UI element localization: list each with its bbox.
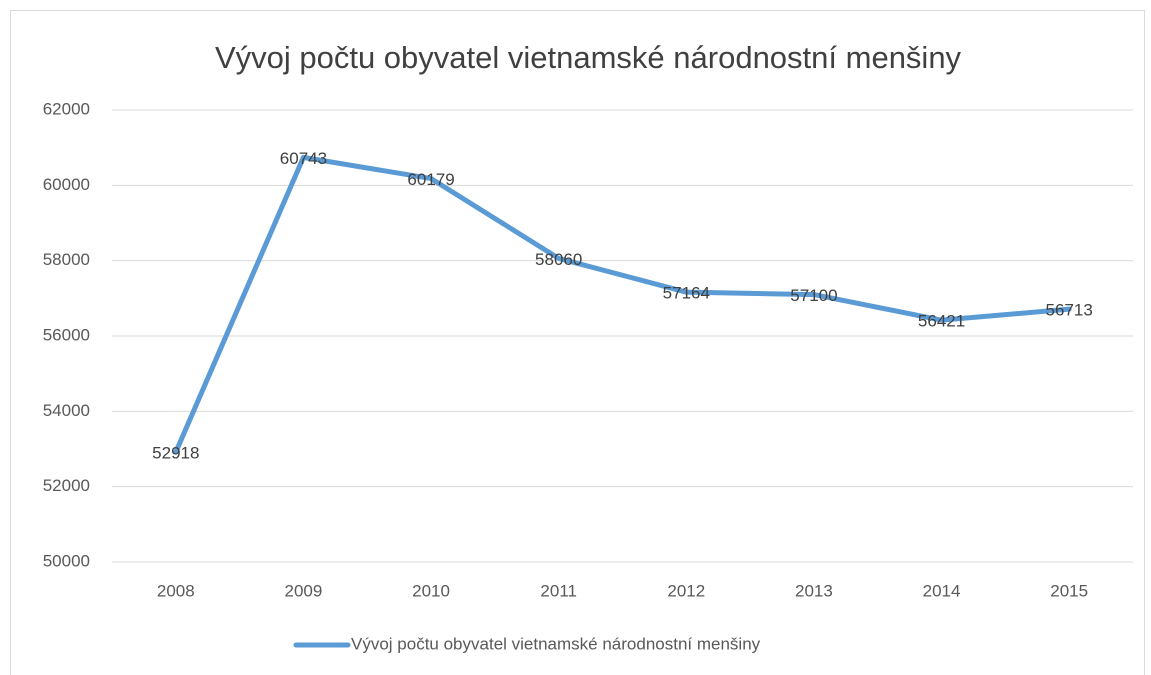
x-tick-label: 2009 <box>285 581 323 600</box>
y-tick-label: 62000 <box>43 99 90 118</box>
x-tick-label: 2015 <box>1050 581 1088 600</box>
y-tick-label: 54000 <box>43 401 90 420</box>
data-label: 52918 <box>152 444 199 463</box>
line <box>173 154 1072 455</box>
data-label: 60743 <box>280 149 327 168</box>
data-label: 58060 <box>535 250 582 269</box>
data-label: 60179 <box>407 170 454 189</box>
x-tick-label: 2012 <box>667 581 705 600</box>
y-tick-label: 58000 <box>43 250 90 269</box>
data-label: 56713 <box>1046 301 1093 320</box>
chart-frame <box>10 10 1145 675</box>
chart-title: Vývoj počtu obyvatel vietnamské národnos… <box>215 40 962 75</box>
x-tick-label: 2010 <box>412 581 450 600</box>
data-label: 56421 <box>918 312 965 331</box>
y-tick-label: 52000 <box>43 476 90 495</box>
data-label: 57164 <box>663 284 710 303</box>
x-tick-label: 2013 <box>795 581 833 600</box>
x-tick-label: 2014 <box>923 581 961 600</box>
x-tick-label: 2011 <box>540 581 577 600</box>
x-tick-label: 2008 <box>157 581 195 600</box>
legend-label: Vývoj počtu obyvatel vietnamské národnos… <box>351 634 761 653</box>
y-tick-label: 56000 <box>43 325 90 344</box>
y-tick-label: 50000 <box>43 551 90 570</box>
y-tick-label: 60000 <box>43 175 90 194</box>
data-label: 57100 <box>790 286 837 305</box>
